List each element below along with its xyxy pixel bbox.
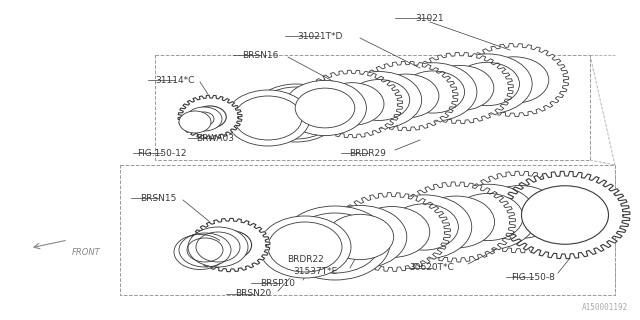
Text: 31114*C: 31114*C: [156, 76, 195, 84]
Text: A150001192: A150001192: [582, 303, 628, 312]
Ellipse shape: [417, 196, 495, 248]
Polygon shape: [301, 70, 403, 138]
Ellipse shape: [188, 227, 248, 267]
Text: FIG.150-8: FIG.150-8: [511, 273, 555, 282]
Ellipse shape: [376, 195, 472, 259]
Ellipse shape: [401, 71, 465, 113]
Text: BRWA03: BRWA03: [196, 133, 234, 142]
Text: FRONT: FRONT: [72, 247, 100, 257]
Ellipse shape: [453, 193, 523, 241]
Polygon shape: [500, 171, 630, 259]
Text: BRSP10: BRSP10: [260, 278, 296, 287]
Ellipse shape: [196, 232, 240, 262]
Ellipse shape: [268, 222, 342, 272]
Ellipse shape: [226, 90, 310, 146]
Ellipse shape: [389, 63, 477, 121]
Ellipse shape: [252, 84, 340, 142]
Text: BRDR29: BRDR29: [349, 148, 387, 157]
Ellipse shape: [522, 186, 609, 244]
Text: 31021T*D: 31021T*D: [298, 31, 342, 41]
Bar: [155, 55, 590, 160]
Polygon shape: [354, 61, 458, 131]
Ellipse shape: [313, 205, 407, 268]
Text: 31021: 31021: [416, 13, 444, 22]
Ellipse shape: [326, 214, 394, 260]
Ellipse shape: [337, 72, 422, 128]
Ellipse shape: [426, 65, 494, 111]
Text: BRSN15: BRSN15: [140, 194, 176, 203]
Polygon shape: [406, 52, 513, 124]
Bar: [120, 165, 615, 295]
Ellipse shape: [194, 112, 214, 126]
Ellipse shape: [290, 213, 380, 273]
Ellipse shape: [209, 231, 252, 260]
Text: BRSN16: BRSN16: [242, 51, 278, 60]
Ellipse shape: [390, 204, 458, 250]
Polygon shape: [190, 218, 270, 272]
Ellipse shape: [234, 96, 302, 140]
Polygon shape: [460, 44, 569, 116]
Polygon shape: [460, 171, 580, 253]
Ellipse shape: [373, 74, 439, 118]
Ellipse shape: [348, 80, 410, 120]
Ellipse shape: [454, 62, 520, 106]
Ellipse shape: [259, 216, 351, 278]
Text: 31537T*E: 31537T*E: [293, 268, 337, 276]
Ellipse shape: [284, 80, 366, 136]
Ellipse shape: [479, 57, 549, 103]
Ellipse shape: [186, 107, 222, 131]
Ellipse shape: [194, 106, 227, 128]
Ellipse shape: [442, 54, 532, 114]
Ellipse shape: [295, 88, 355, 128]
Polygon shape: [178, 95, 242, 139]
Text: BRSN20: BRSN20: [235, 290, 271, 299]
Ellipse shape: [256, 87, 336, 139]
Polygon shape: [333, 193, 451, 271]
Ellipse shape: [280, 206, 390, 280]
Ellipse shape: [179, 111, 211, 133]
Ellipse shape: [320, 83, 384, 125]
Text: 30620T*C: 30620T*C: [410, 263, 454, 273]
Polygon shape: [396, 182, 516, 262]
Ellipse shape: [439, 184, 537, 250]
Ellipse shape: [481, 186, 559, 238]
Text: BRDR22: BRDR22: [287, 255, 323, 265]
Ellipse shape: [354, 206, 430, 258]
Text: FIG.150-12: FIG.150-12: [137, 148, 187, 157]
